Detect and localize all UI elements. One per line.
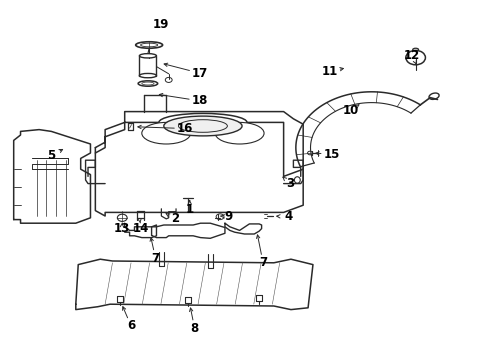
- Text: 17: 17: [191, 67, 207, 80]
- Text: 10: 10: [342, 104, 359, 117]
- Text: 7: 7: [151, 252, 159, 265]
- Text: 5: 5: [47, 149, 55, 162]
- Text: 3: 3: [285, 177, 293, 190]
- Ellipse shape: [139, 54, 156, 58]
- Text: 4: 4: [284, 210, 292, 223]
- Text: 14: 14: [133, 222, 149, 235]
- Text: 18: 18: [191, 94, 207, 107]
- Text: 13: 13: [113, 222, 130, 235]
- Text: 19: 19: [153, 18, 169, 31]
- Text: 16: 16: [176, 122, 193, 135]
- Ellipse shape: [163, 116, 242, 136]
- Text: 11: 11: [321, 65, 338, 78]
- Ellipse shape: [159, 113, 246, 131]
- Text: 6: 6: [127, 319, 135, 332]
- Ellipse shape: [215, 122, 264, 144]
- Text: 1: 1: [185, 203, 193, 216]
- Text: 12: 12: [403, 49, 420, 62]
- Text: 15: 15: [323, 148, 339, 161]
- Text: 8: 8: [190, 322, 198, 335]
- Text: 7: 7: [259, 256, 266, 269]
- Text: 2: 2: [171, 212, 179, 225]
- Text: 9: 9: [224, 210, 232, 223]
- Ellipse shape: [142, 122, 190, 144]
- Ellipse shape: [139, 73, 156, 78]
